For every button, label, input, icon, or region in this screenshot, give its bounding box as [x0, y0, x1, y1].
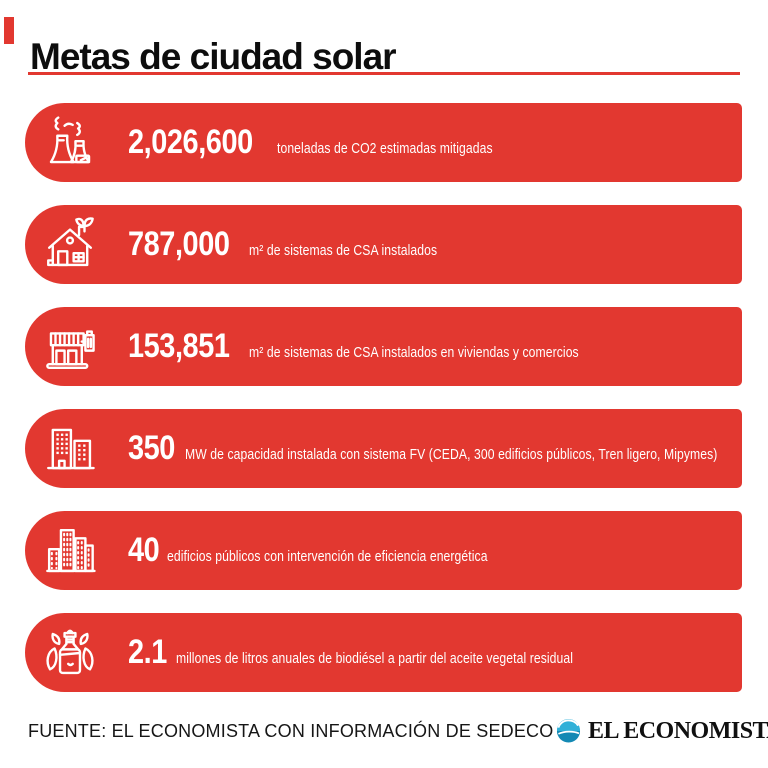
goal-text: 350 MW de capacidad instalada con sistem…	[128, 429, 768, 468]
skyscrapers-icon	[41, 522, 99, 580]
source-credit: FUENTE: EL ECONOMISTA CON INFORMACIÓN DE…	[28, 721, 554, 741]
office-buildings-icon	[41, 420, 99, 478]
goal-description: millones de litros anuales de biodiésel …	[175, 651, 573, 667]
goal-text: 2.1 millones de litros anuales de biodié…	[128, 633, 648, 672]
goal-bar-biodiesel: 2.1 millones de litros anuales de biodié…	[25, 613, 742, 692]
goal-description: edificios públicos con intervención de e…	[166, 549, 488, 565]
title-divider-rule	[28, 72, 740, 75]
goal-description: toneladas de CO2 estimadas mitigadas	[276, 141, 493, 157]
goal-text: 2,026,600 toneladas de CO2 estimadas mit…	[128, 123, 533, 162]
eco-house-icon	[41, 216, 99, 274]
page-title: Metas de ciudad solar	[30, 35, 397, 77]
goal-description: m² de sistemas de CSA instalados en vivi…	[249, 345, 580, 361]
goal-text: 787,000 m² de sistemas de CSA instalados	[128, 225, 473, 264]
el-economista-logo: EL ECONOMISTA	[556, 718, 768, 743]
goal-bar-comercios: 153,851 m² de sistemas de CSA instalados…	[25, 307, 742, 386]
goal-value: 787,000	[128, 225, 230, 263]
power-plant-icon	[41, 114, 99, 172]
goal-bar-eficiencia: 40 edificios públicos con intervención d…	[25, 511, 742, 590]
biodiesel-bottle-icon	[41, 624, 99, 682]
goal-bar-csa-house: 787,000 m² de sistemas de CSA instalados	[25, 205, 742, 284]
goal-bar-fv: 350 MW de capacidad instalada con sistem…	[25, 409, 742, 488]
goal-value: 2.1	[128, 633, 167, 671]
goal-value: 2,026,600	[128, 123, 253, 161]
goal-text: 153,851 m² de sistemas de CSA instalados…	[128, 327, 642, 366]
goal-bar-co2: 2,026,600 toneladas de CO2 estimadas mit…	[25, 103, 742, 182]
goal-bars-list: 2,026,600 toneladas de CO2 estimadas mit…	[25, 103, 742, 692]
goal-text: 40 edificios públicos con intervención d…	[128, 531, 548, 570]
el-economista-globe-icon	[556, 718, 581, 743]
goal-description: m² de sistemas de CSA instalados	[249, 243, 438, 259]
brand-name: EL ECONOMISTA	[588, 717, 768, 744]
goal-value: 153,851	[128, 327, 230, 365]
goal-value: 40	[128, 531, 160, 569]
storefront-icon	[41, 318, 99, 376]
title-accent-square	[4, 17, 14, 44]
goal-description: MW de capacidad instalada con sistema FV…	[185, 447, 718, 463]
goal-value: 350	[128, 429, 175, 467]
